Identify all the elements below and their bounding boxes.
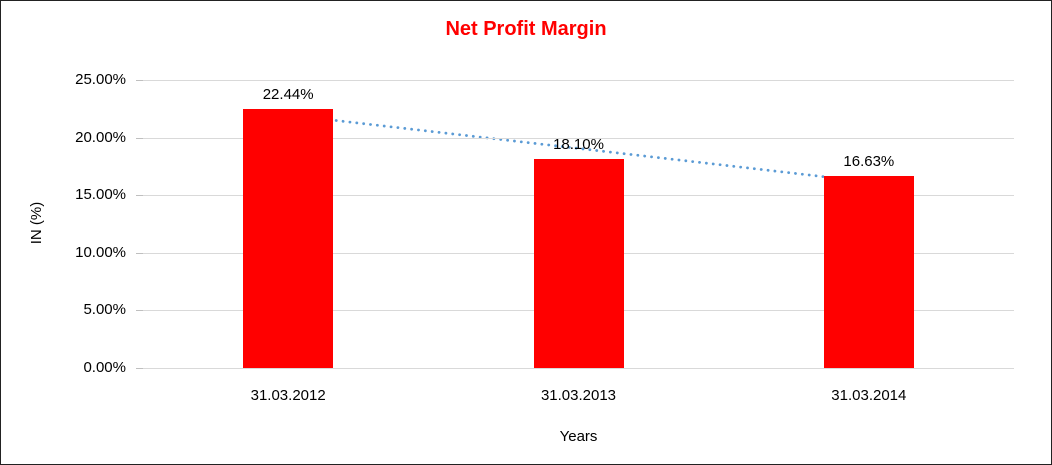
y-axis-tick	[136, 368, 143, 369]
chart-title: Net Profit Margin	[445, 18, 607, 40]
y-axis-tick-label: 10.00%	[75, 244, 126, 261]
y-axis-tick	[136, 310, 143, 311]
y-axis-tick	[136, 138, 143, 139]
x-axis-title: Years	[559, 428, 598, 445]
x-axis-category-label: 31.03.2013	[540, 387, 617, 404]
gridline	[143, 80, 1014, 81]
bar-31.03.2014	[823, 176, 914, 368]
bar-value-label: 16.63%	[843, 153, 895, 171]
gridline	[143, 138, 1014, 139]
bar-value-label: 22.44%	[262, 86, 314, 104]
bar-31.03.2013	[533, 159, 624, 368]
gridline	[143, 368, 1014, 369]
bar-value-label: 18.10%	[553, 136, 604, 154]
y-axis-tick-label: 25.00%	[75, 71, 126, 88]
y-axis-tick	[136, 80, 143, 81]
y-axis-title: IN (%)	[28, 201, 45, 245]
trendline-dotted-line	[286, 113, 871, 184]
y-axis-tick-label: 20.00%	[75, 129, 126, 146]
y-axis-tick-label: 0.00%	[83, 359, 126, 376]
x-axis-category-label: 31.03.2014	[831, 387, 907, 404]
trendline	[286, 113, 871, 184]
x-axis-category-label: 31.03.2012	[250, 387, 326, 404]
y-axis-tick	[136, 253, 143, 254]
y-axis-tick-label: 15.00%	[75, 186, 126, 203]
y-axis-tick-label: 5.00%	[83, 301, 126, 318]
y-axis-tick	[136, 195, 143, 196]
bar-31.03.2012	[243, 109, 334, 368]
